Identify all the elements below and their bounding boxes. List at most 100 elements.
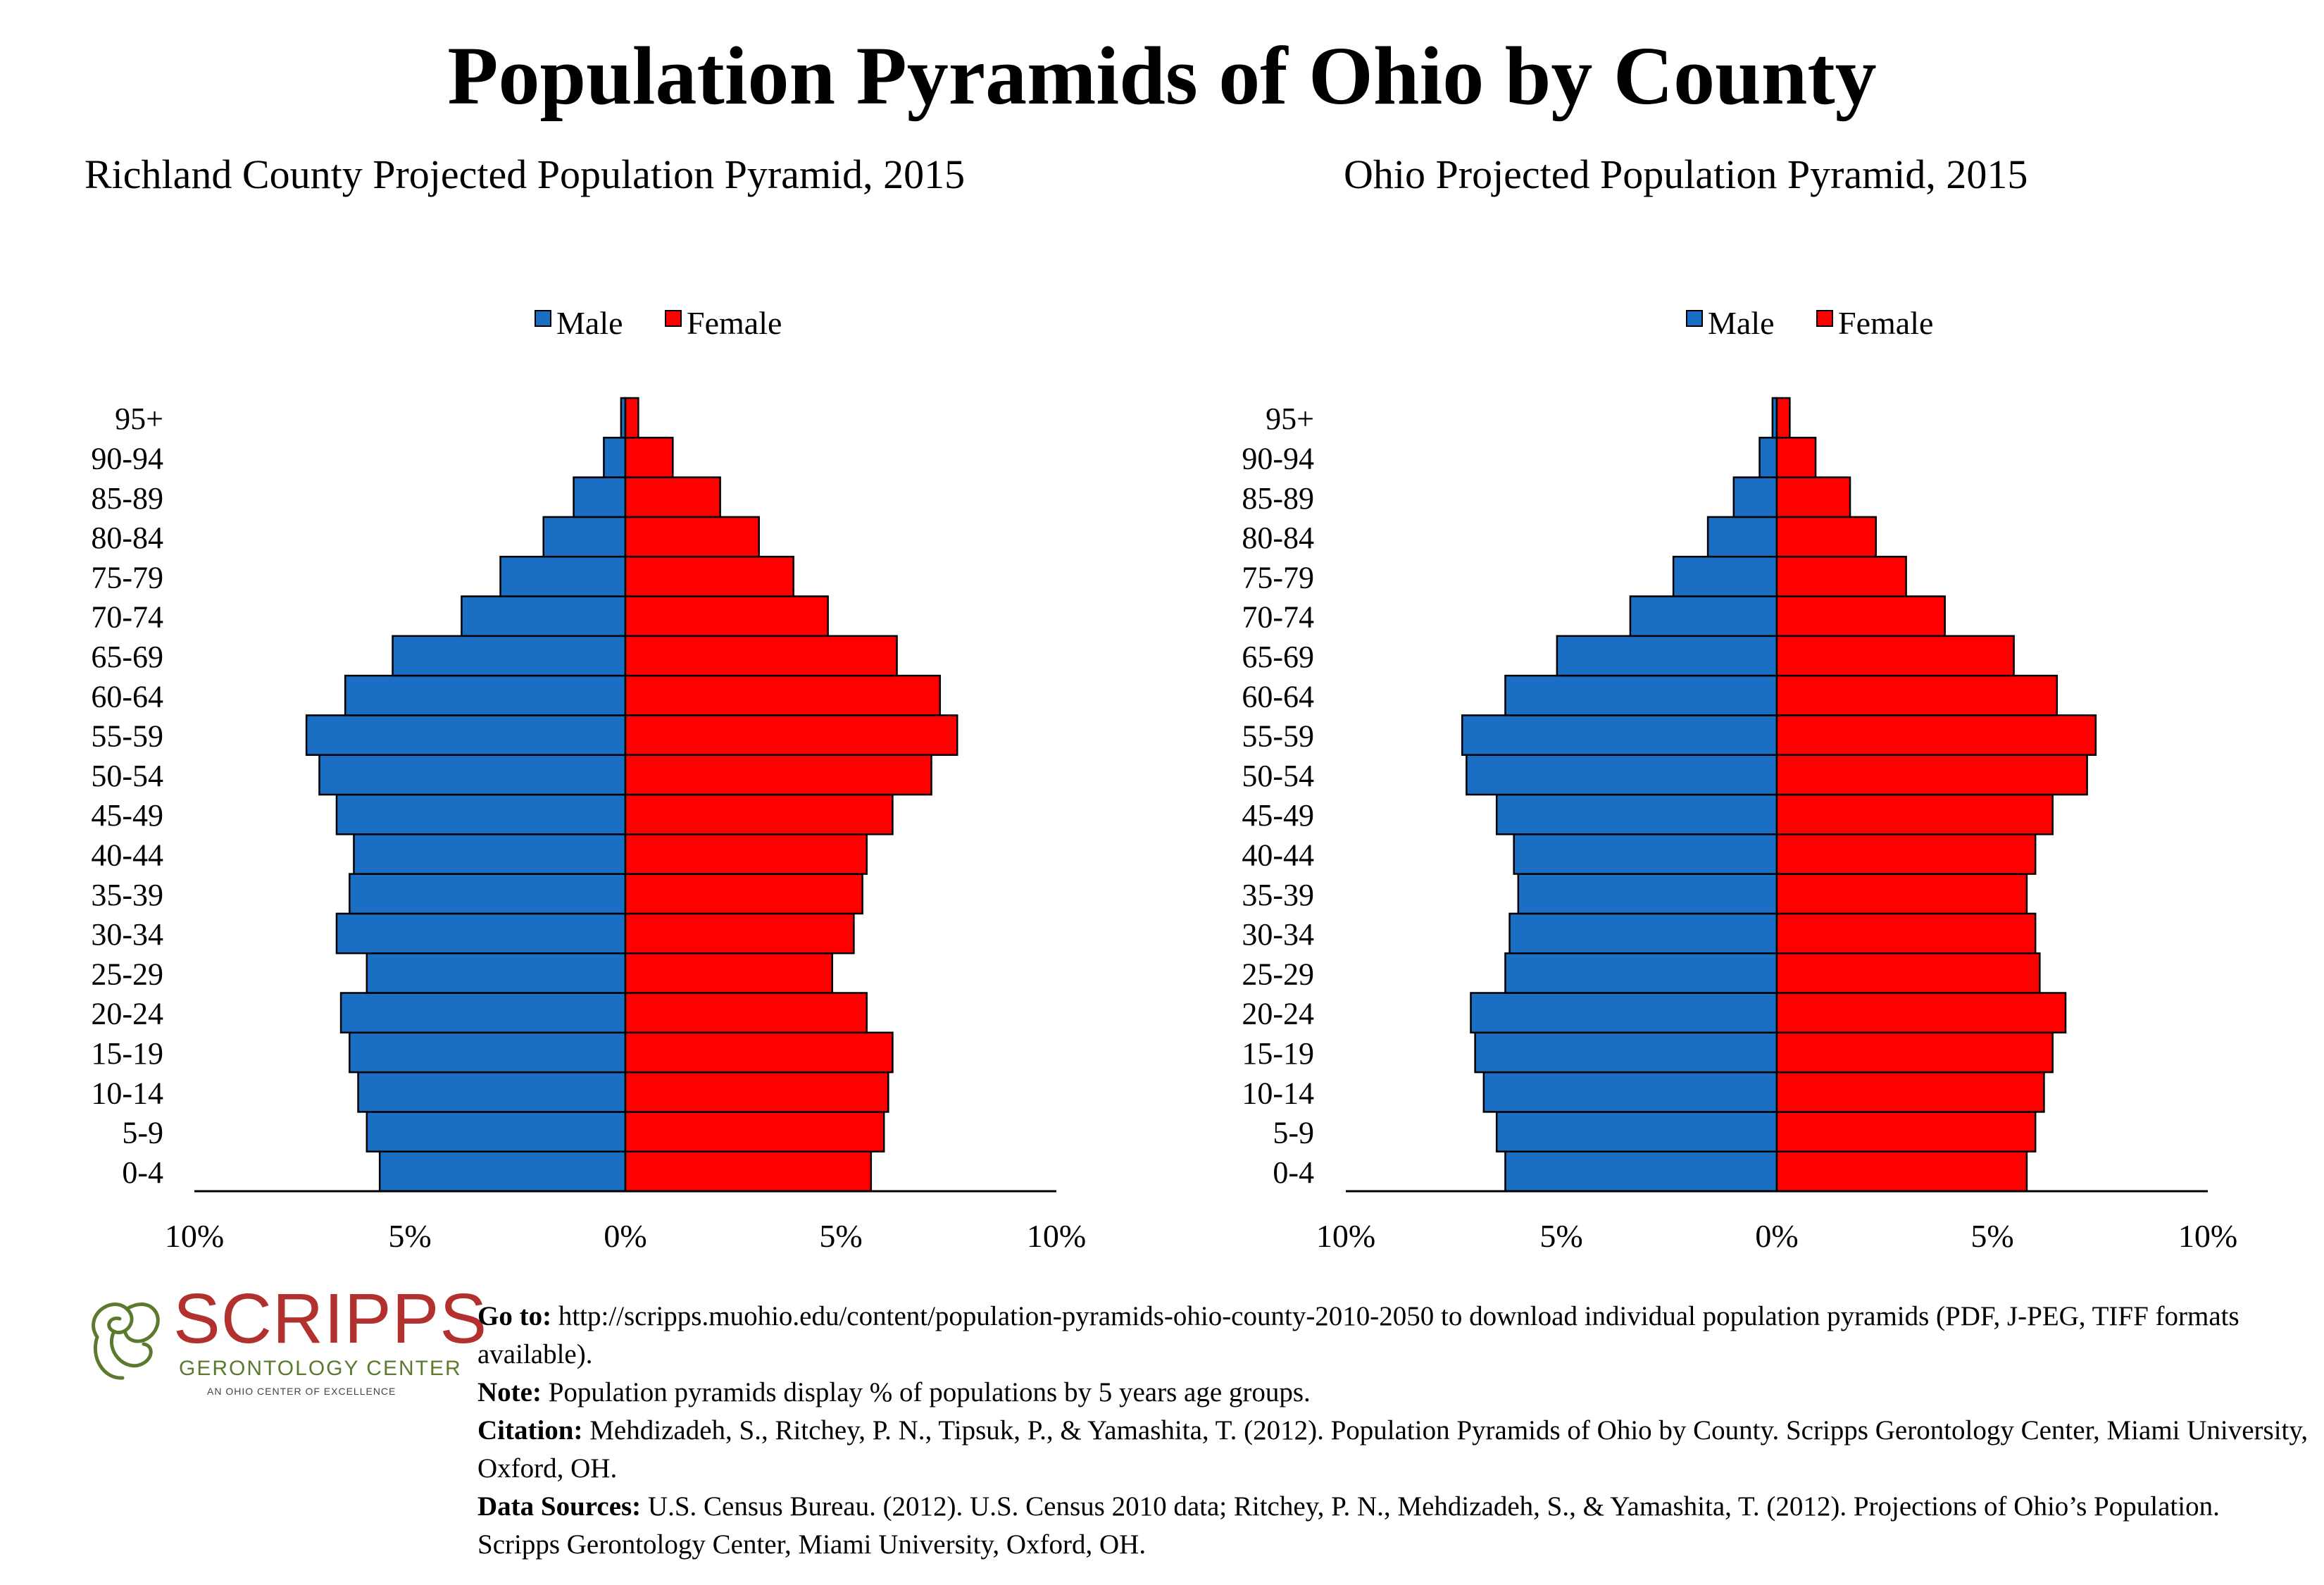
bar-female-20-24	[624, 992, 868, 1034]
bar-male-70-74	[461, 595, 627, 638]
bar-female-0-4	[1775, 1150, 2028, 1193]
age-label-60-64: 60-64	[91, 679, 163, 714]
bar-female-20-24	[1775, 992, 2067, 1034]
age-label-70-74: 70-74	[91, 600, 163, 635]
bar-male-10-14	[357, 1071, 627, 1113]
x-tick-label: 5%	[1539, 1218, 1582, 1254]
age-label-45-49: 45-49	[91, 798, 163, 833]
legend-female-swatch	[1816, 310, 1833, 327]
x-tick-label: 5%	[388, 1218, 431, 1254]
age-label-65-69: 65-69	[1242, 640, 1314, 674]
bar-female-25-29	[1775, 952, 2041, 994]
bar-female-10-14	[1775, 1071, 2045, 1113]
bar-male-35-39	[1517, 873, 1778, 915]
bar-female-45-49	[624, 793, 894, 835]
age-label-55-59: 55-59	[91, 719, 163, 754]
age-label-5-9: 5-9	[1273, 1116, 1314, 1150]
bar-male-25-29	[366, 952, 627, 994]
age-label-60-64: 60-64	[1242, 679, 1314, 714]
citation-note: Citation: Mehdizadeh, S., Ritchey, P. N.…	[477, 1415, 2309, 1484]
bar-female-10-14	[624, 1071, 889, 1113]
age-label-85-89: 85-89	[91, 481, 163, 516]
richland-pyramid-chart: Male Female 0-4 5-9 10-14 15-19 20-24 25-29 30-3…	[91, 305, 1086, 1254]
bar-female-15-19	[1775, 1031, 2054, 1074]
bar-male-80-84	[1706, 516, 1778, 558]
age-label-90-94: 90-94	[1242, 441, 1314, 476]
note-note: Note: Population pyramids display % of p…	[477, 1377, 1311, 1407]
footnotes: Go to: http://scripps.muohio.edu/content…	[477, 1298, 2309, 1564]
age-label-80-84: 80-84	[91, 521, 163, 555]
age-label-30-34: 30-34	[91, 917, 163, 952]
legend-female-label: Female	[687, 305, 782, 341]
bar-male-5-9	[1495, 1111, 1778, 1152]
bar-female-65-69	[1775, 635, 2015, 677]
bar-male-60-64	[1504, 674, 1778, 716]
bar-male-55-59	[1461, 714, 1778, 756]
bar-male-40-44	[353, 833, 627, 875]
legend-female-swatch	[665, 310, 682, 327]
scripps-logo: SCRIPPS GERONTOLOGY CENTER AN OHIO CENTE…	[83, 1282, 487, 1402]
age-label-10-14: 10-14	[1242, 1076, 1314, 1110]
bar-male-70-74	[1629, 595, 1778, 638]
age-label-95+: 95+	[115, 402, 163, 436]
page-title: Population Pyramids of Ohio by County	[447, 30, 1877, 122]
bar-male-85-89	[573, 476, 627, 518]
sources-note: Data Sources: U.S. Census Bureau. (2012)…	[477, 1491, 2220, 1560]
age-label-35-39: 35-39	[91, 878, 163, 912]
x-tick-label: 10%	[165, 1218, 224, 1254]
bar-female-5-9	[1775, 1111, 2037, 1152]
scripps-swirl-icon	[92, 1303, 160, 1380]
age-label-75-79: 75-79	[1242, 560, 1314, 595]
x-tick-label: 0%	[1755, 1218, 1798, 1254]
age-label-45-49: 45-49	[1242, 798, 1314, 833]
age-label-10-14: 10-14	[91, 1076, 163, 1110]
bar-male-15-19	[349, 1031, 627, 1074]
goto-note: Go to: http://scripps.muohio.edu/content…	[477, 1301, 2239, 1369]
age-label-35-39: 35-39	[1242, 878, 1314, 912]
bar-female-90-94	[1775, 437, 1817, 478]
legend-male-label: Male	[556, 305, 623, 341]
bar-female-50-54	[1775, 754, 2088, 796]
bar-female-0-4	[624, 1150, 873, 1193]
bar-male-65-69	[1556, 635, 1778, 677]
logo-wordmark: SCRIPPS	[173, 1279, 488, 1358]
bar-female-30-34	[624, 912, 855, 955]
bar-male-15-19	[1474, 1031, 1778, 1074]
bar-male-45-49	[335, 793, 627, 835]
x-tick-label: 10%	[1316, 1218, 1375, 1254]
chart-title-richland: Richland County Projected Population Pyr…	[85, 151, 966, 197]
bar-female-95+	[624, 397, 639, 439]
age-label-75-79: 75-79	[91, 560, 163, 595]
x-tick-label: 5%	[819, 1218, 862, 1254]
bar-female-40-44	[1775, 833, 2037, 875]
age-label-65-69: 65-69	[91, 640, 163, 674]
bar-female-85-89	[624, 476, 721, 518]
bar-male-50-54	[318, 754, 627, 796]
bar-female-95+	[1775, 397, 1791, 439]
bar-female-70-74	[624, 595, 829, 638]
age-label-85-89: 85-89	[1242, 481, 1314, 516]
age-label-70-74: 70-74	[1242, 600, 1314, 635]
x-tick-label: 0%	[604, 1218, 646, 1254]
bar-male-25-29	[1504, 952, 1778, 994]
age-label-15-19: 15-19	[91, 1036, 163, 1071]
bar-female-80-84	[624, 516, 760, 558]
age-label-50-54: 50-54	[1242, 759, 1314, 793]
bar-male-40-44	[1513, 833, 1778, 875]
bar-male-45-49	[1495, 793, 1778, 835]
bar-male-90-94	[1758, 437, 1778, 478]
chart-title-ohio: Ohio Projected Population Pyramid, 2015	[1344, 151, 2028, 197]
bar-female-60-64	[1775, 674, 2059, 716]
bar-female-70-74	[1775, 595, 1946, 638]
logo-subtitle: GERONTOLOGY CENTER	[179, 1357, 462, 1380]
legend-male-label: Male	[1708, 305, 1775, 341]
age-label-40-44: 40-44	[91, 838, 163, 872]
bar-female-75-79	[624, 555, 794, 597]
legend-male-swatch	[1686, 310, 1703, 327]
bar-male-0-4	[1504, 1150, 1778, 1193]
bar-male-75-79	[1672, 555, 1778, 597]
age-label-55-59: 55-59	[1242, 719, 1314, 754]
bar-female-45-49	[1775, 793, 2054, 835]
x-tick-label: 10%	[2178, 1218, 2237, 1254]
age-label-25-29: 25-29	[91, 957, 163, 991]
